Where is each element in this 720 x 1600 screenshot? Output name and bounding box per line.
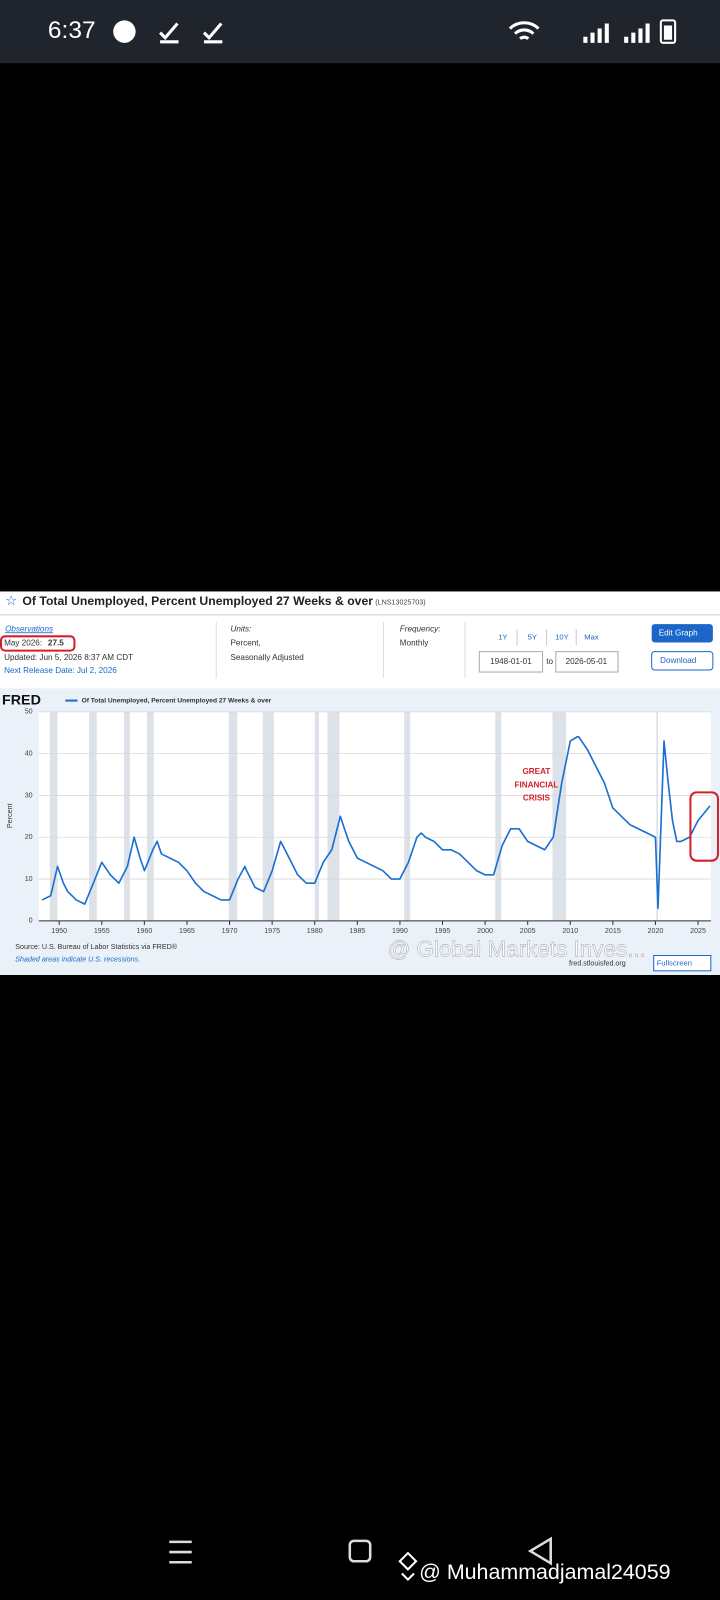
range-button[interactable]: 10Y: [555, 632, 569, 641]
fullscreen-button[interactable]: [653, 955, 712, 972]
x-tick-label: 2015: [605, 927, 621, 935]
wifi-icon: [508, 21, 540, 41]
updated: Updated: Jun 5, 2026 8:37 AM CDT: [4, 653, 133, 662]
recession-band: [49, 711, 58, 921]
highlight-box: [0, 635, 76, 652]
nav-menu[interactable]: [169, 1540, 192, 1564]
date-input[interactable]: [555, 651, 619, 673]
y-tick-label: 50: [25, 708, 33, 716]
x-tick-label: 2025: [690, 927, 706, 935]
recession-band: [656, 711, 659, 921]
legend-label: Of Total Unemployed, Percent Unemployed …: [82, 697, 272, 704]
recession-band: [327, 711, 340, 921]
x-tick-label: 1960: [136, 927, 152, 935]
series-id: (LNS13025703): [375, 599, 425, 607]
range-button[interactable]: 5Y: [528, 632, 537, 641]
annotation: FINANCIAL: [514, 780, 558, 789]
range-button[interactable]: Max: [584, 632, 599, 641]
download-label: Download: [660, 656, 696, 665]
fullscreen-label: Fullscreen: [657, 959, 692, 968]
download-button[interactable]: [651, 651, 714, 671]
frequency-label: Frequency:: [400, 624, 441, 633]
x-tick-label: 2010: [562, 927, 578, 935]
watermark: @ Global Markets Inves...: [388, 936, 646, 961]
nav-back[interactable]: [527, 1536, 552, 1566]
x-tick-label: 1980: [307, 927, 323, 935]
plot-area: [38, 711, 711, 921]
recession-band: [495, 711, 502, 921]
recession-band: [552, 711, 567, 921]
end-date: 2026-05-01: [566, 657, 608, 666]
x-tick-label: 1950: [51, 927, 67, 935]
recession-note: Shaded areas indicate U.S. recessions.: [15, 955, 140, 963]
y-tick-label: 30: [25, 791, 33, 799]
recession-band: [262, 711, 274, 921]
site: fred.stlouisfed.org: [569, 960, 626, 968]
data-line: [41, 736, 711, 910]
observations-link[interactable]: Observations: [5, 624, 53, 633]
binance-icon: [398, 1551, 418, 1582]
range-button[interactable]: 1Y: [498, 632, 507, 641]
x-tick-label: 1990: [392, 927, 408, 935]
star-icon: ☆: [5, 593, 17, 608]
frequency: Monthly: [400, 639, 429, 648]
date-input[interactable]: [478, 651, 544, 673]
facebook-icon: [113, 20, 136, 43]
battery-level: [663, 25, 673, 40]
recession-band: [404, 711, 411, 921]
y-tick-label: 40: [25, 749, 33, 757]
card-title: Of Total Unemployed, Percent Unemployed …: [22, 594, 373, 608]
battery-icon: [659, 19, 677, 44]
x-tick-label: 2020: [648, 927, 664, 935]
x-tick-label: 1985: [349, 927, 365, 935]
recession-band: [123, 711, 130, 921]
y-tick-label: 0: [29, 917, 33, 925]
highlight-box: [689, 791, 719, 862]
annotation: CRISIS: [523, 794, 551, 803]
edit-graph-label: Edit Graph: [659, 628, 698, 637]
x-tick-label: 1975: [264, 927, 280, 935]
x-tick-label: 1965: [179, 927, 195, 935]
credit: @ Muhammadjamal24059: [419, 1560, 670, 1584]
clock: 6:37: [48, 17, 96, 44]
latest-date: May 2026:: [4, 639, 42, 648]
x-tick-label: 1995: [435, 927, 451, 935]
latest-value: 27.5: [48, 639, 64, 648]
recession-band: [146, 711, 154, 921]
x-tick-label: 2005: [520, 927, 536, 935]
recession-band: [314, 711, 319, 921]
nav-home[interactable]: [348, 1539, 372, 1563]
y-axis-label: Percent: [6, 804, 14, 829]
recession-band: [89, 711, 97, 921]
start-date: 1948-01-01: [490, 657, 532, 666]
units-label: Units:: [230, 624, 251, 633]
status-bar: [0, 0, 720, 64]
y-tick-label: 20: [25, 833, 33, 841]
edit-graph-button[interactable]: [651, 624, 713, 643]
signal-icons: [583, 23, 650, 43]
x-tick-label: 2000: [477, 927, 493, 935]
units: Seasonally Adjusted: [230, 653, 303, 662]
source: Source: U.S. Bureau of Labor Statistics …: [15, 943, 177, 951]
x-tick-label: 1970: [222, 927, 238, 935]
to-label: to: [546, 657, 553, 666]
next-release: Next Release Date: Jul 2, 2026: [4, 666, 117, 675]
fred-logo: FRED: [2, 692, 41, 708]
annotation: GREAT: [522, 767, 550, 776]
x-tick-label: 1955: [94, 927, 110, 935]
y-tick-label: 10: [25, 875, 33, 883]
units: Percent,: [230, 639, 260, 648]
check-icons: [159, 22, 223, 44]
recession-band: [228, 711, 238, 921]
